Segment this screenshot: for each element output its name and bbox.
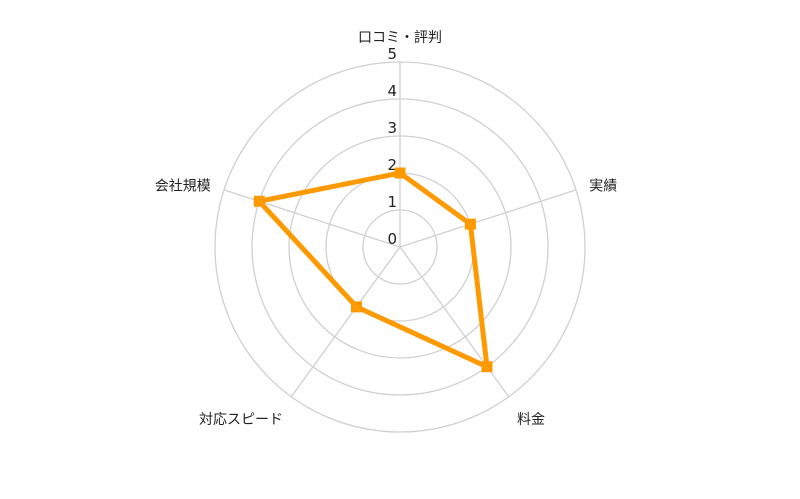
tick-label: 5 <box>387 45 397 63</box>
category-label: 料金 <box>517 412 545 428</box>
series <box>253 167 493 373</box>
data-point <box>394 167 406 179</box>
tick-label: 1 <box>387 193 397 211</box>
category-label: 実績 <box>589 179 617 195</box>
tick-label: 3 <box>387 119 397 137</box>
axis-line <box>223 189 401 248</box>
data-point <box>481 361 493 373</box>
data-point <box>464 218 476 230</box>
data-point <box>351 301 363 313</box>
tick-label: 0 <box>387 230 397 248</box>
category-label: 会社規模 <box>155 179 211 195</box>
category-label: 口コミ・評判 <box>358 30 442 46</box>
category-label: 対応スピード <box>199 412 283 428</box>
tick-label: 4 <box>387 82 397 100</box>
axis-line <box>399 246 510 398</box>
axis-line <box>290 246 401 398</box>
tick-labels: 0 1 2 3 4 5 <box>387 45 397 248</box>
axis-line <box>399 189 577 248</box>
series-line <box>254 170 490 371</box>
data-point <box>253 195 265 207</box>
grid <box>214 61 586 433</box>
tick-label: 2 <box>387 156 397 174</box>
